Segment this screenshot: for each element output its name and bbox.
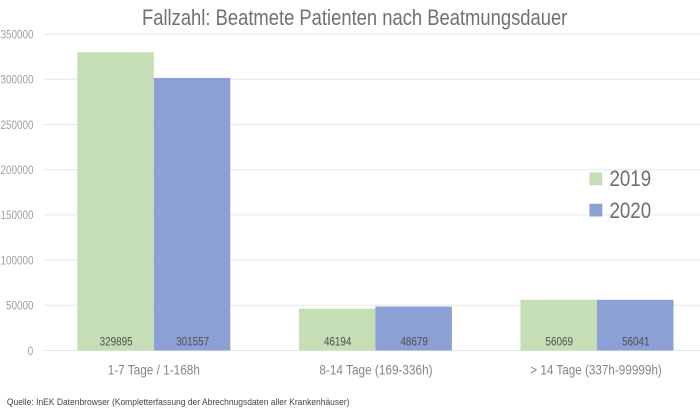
- svg-text:200000: 200000: [1, 164, 34, 177]
- svg-text:Quelle: InEK Datenbrowser (Kom: Quelle: InEK Datenbrowser (Kompletterfas…: [7, 397, 350, 408]
- svg-text:300000: 300000: [1, 74, 34, 87]
- svg-text:150000: 150000: [1, 209, 34, 222]
- svg-text:48679: 48679: [400, 335, 428, 348]
- svg-text:56069: 56069: [546, 335, 574, 348]
- svg-text:2020: 2020: [610, 198, 652, 223]
- svg-text:> 14 Tage (337h-99999h): > 14 Tage (337h-99999h): [530, 362, 662, 377]
- svg-text:1-7 Tage / 1-168h: 1-7 Tage / 1-168h: [108, 362, 200, 377]
- svg-text:0: 0: [28, 345, 34, 358]
- svg-text:46194: 46194: [324, 335, 352, 348]
- svg-text:250000: 250000: [1, 119, 34, 132]
- svg-text:56041: 56041: [622, 335, 650, 348]
- svg-text:329895: 329895: [100, 335, 133, 348]
- svg-text:301557: 301557: [176, 335, 209, 348]
- svg-text:350000: 350000: [1, 28, 34, 41]
- svg-text:50000: 50000: [6, 300, 34, 313]
- svg-text:Fallzahl: Beatmete Patienten n: Fallzahl: Beatmete Patienten nach Beatmu…: [142, 5, 567, 30]
- svg-text:2019: 2019: [610, 166, 652, 191]
- svg-text:100000: 100000: [1, 254, 34, 267]
- svg-text:8-14 Tage (169-336h): 8-14 Tage (169-336h): [319, 362, 432, 377]
